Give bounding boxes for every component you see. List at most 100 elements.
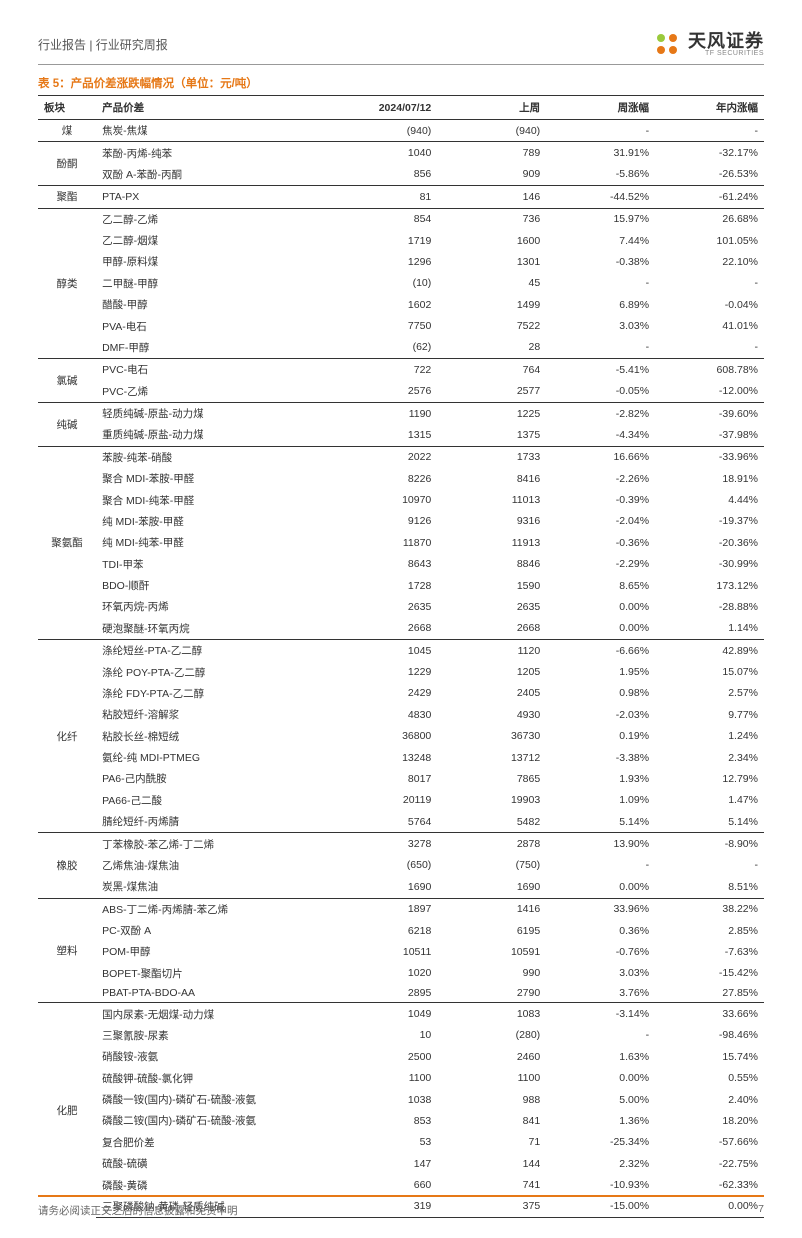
cell-value: (750) — [437, 855, 546, 876]
cell-value: 5.14% — [546, 811, 655, 833]
table-row: 化纤涤纶短丝-PTA-乙二醇10451120-6.66%42.89% — [38, 640, 764, 662]
cell-value: 2635 — [437, 596, 546, 617]
table-row: 橡胶丁苯橡胶-苯乙烯-丁二烯3278287813.90%-8.90% — [38, 833, 764, 855]
cell-value: 27.85% — [655, 984, 764, 1003]
table-row: 煤焦炭-焦煤(940)(940)-- — [38, 120, 764, 142]
cell-value: -2.26% — [546, 468, 655, 489]
table-row: 氯碱PVC-电石722764-5.41%608.78% — [38, 359, 764, 381]
cell-value: 7750 — [328, 315, 437, 336]
cell-value: 81 — [328, 186, 437, 208]
cell-product: DMF-甲醇 — [96, 337, 328, 359]
cell-value: 11013 — [437, 489, 546, 510]
cell-value: -28.88% — [655, 596, 764, 617]
table-row: 粘胶长丝-棉短绒36800367300.19%1.24% — [38, 726, 764, 747]
cell-value: - — [546, 337, 655, 359]
cell-value: 11913 — [437, 532, 546, 553]
cell-value: 18.91% — [655, 468, 764, 489]
footer-page-number: 7 — [758, 1203, 764, 1218]
cell-value: 28 — [437, 337, 546, 359]
table-row: 双酚 A-苯酚-丙酮856909-5.86%-26.53% — [38, 164, 764, 186]
cell-value: 2878 — [437, 833, 546, 855]
cell-value: 7.44% — [546, 230, 655, 251]
cell-value: 42.89% — [655, 640, 764, 662]
cell-value: 1045 — [328, 640, 437, 662]
cell-product: 丁苯橡胶-苯乙烯-丁二烯 — [96, 833, 328, 855]
cell-product: 炭黑-煤焦油 — [96, 876, 328, 898]
spread-table: 板块 产品价差 2024/07/12 上周 周涨幅 年内涨幅 煤焦炭-焦煤(94… — [38, 95, 764, 1218]
cell-value: 8.51% — [655, 876, 764, 898]
cell-value: (940) — [437, 120, 546, 142]
cell-value: 7522 — [437, 315, 546, 336]
cell-value: 33.96% — [546, 898, 655, 920]
cell-value: 2790 — [437, 984, 546, 1003]
cell-value: 5.14% — [655, 811, 764, 833]
table-row: 聚酯PTA-PX81146-44.52%-61.24% — [38, 186, 764, 208]
cell-value: 2405 — [437, 683, 546, 704]
cell-value: 19903 — [437, 790, 546, 811]
cell-value: 1690 — [437, 876, 546, 898]
table-row: 醋酸-甲醇160214996.89%-0.04% — [38, 294, 764, 315]
cell-value: 3.03% — [546, 315, 655, 336]
cell-product: PBAT-PTA-BDO-AA — [96, 984, 328, 1003]
cell-value: 10 — [328, 1025, 437, 1046]
cell-value: 2429 — [328, 683, 437, 704]
cell-value: 1728 — [328, 575, 437, 596]
cell-value: -98.46% — [655, 1025, 764, 1046]
cell-value: 33.66% — [655, 1003, 764, 1025]
cell-value: 1.47% — [655, 790, 764, 811]
cell-value: 22.10% — [655, 251, 764, 272]
table-row: 氨纶-纯 MDI-PTMEG1324813712-3.38%2.34% — [38, 747, 764, 768]
cell-value: - — [655, 120, 764, 142]
cell-product: 涤纶 POY-PTA-乙二醇 — [96, 661, 328, 682]
cell-value: 7865 — [437, 768, 546, 789]
table-title: 表 5：产品价差涨跌幅情况（单位：元/吨） — [38, 75, 764, 91]
table-row: PA66-己二酸20119199031.09%1.47% — [38, 790, 764, 811]
table-row: 腈纶短纤-丙烯腈576454825.14%5.14% — [38, 811, 764, 833]
cell-value: -2.04% — [546, 511, 655, 532]
cell-value: 2460 — [437, 1046, 546, 1067]
cell-value: - — [546, 1025, 655, 1046]
cell-value: 8226 — [328, 468, 437, 489]
cell-value: (10) — [328, 273, 437, 294]
cell-product: 硝酸铵-液氨 — [96, 1046, 328, 1067]
cell-value: 1190 — [328, 402, 437, 424]
cell-value: 1733 — [437, 446, 546, 468]
table-row: 磷酸二铵(国内)-磷矿石-硫酸-液氨8538411.36%18.20% — [38, 1110, 764, 1131]
table-row: 粘胶短纤-溶解浆48304930-2.03%9.77% — [38, 704, 764, 725]
cell-product: 磷酸一铵(国内)-磷矿石-硫酸-液氨 — [96, 1089, 328, 1110]
cell-value: 101.05% — [655, 230, 764, 251]
cell-value: -12.00% — [655, 381, 764, 403]
cell-value: 0.00% — [546, 618, 655, 640]
cell-value: 0.00% — [546, 596, 655, 617]
cell-value: - — [655, 855, 764, 876]
cell-value: 1416 — [437, 898, 546, 920]
cell-product: 粘胶短纤-溶解浆 — [96, 704, 328, 725]
table-row: 硬泡聚醚-环氧丙烷266826680.00%1.14% — [38, 618, 764, 640]
table-row: POM-甲醇1051110591-0.76%-7.63% — [38, 941, 764, 962]
cell-value: -25.34% — [546, 1132, 655, 1153]
cell-value: 1296 — [328, 251, 437, 272]
cell-value: 10970 — [328, 489, 437, 510]
table-row: 纯 MDI-纯苯-甲醛1187011913-0.36%-20.36% — [38, 532, 764, 553]
cell-product: 涤纶 FDY-PTA-乙二醇 — [96, 683, 328, 704]
cell-value: 36800 — [328, 726, 437, 747]
cell-value: 1.93% — [546, 768, 655, 789]
cell-product: BOPET-聚酯切片 — [96, 963, 328, 984]
cell-value: 3278 — [328, 833, 437, 855]
table-row: 醇类乙二醇-乙烯85473615.97%26.68% — [38, 208, 764, 230]
cell-value: 4.44% — [655, 489, 764, 510]
cell-value: -2.82% — [546, 402, 655, 424]
cell-value: -22.75% — [655, 1153, 764, 1174]
cell-value: 45 — [437, 273, 546, 294]
cell-value: 26.68% — [655, 208, 764, 230]
cell-product: 氨纶-纯 MDI-PTMEG — [96, 747, 328, 768]
cell-product: 乙二醇-乙烯 — [96, 208, 328, 230]
cell-value: 6.89% — [546, 294, 655, 315]
cell-value: 2.57% — [655, 683, 764, 704]
cell-value: 9.77% — [655, 704, 764, 725]
page-header: 行业报告 | 行业研究周报 天风证券 TF SECURITIES — [38, 30, 764, 65]
cell-value: -44.52% — [546, 186, 655, 208]
table-row: 硫酸钾-硫酸-氯化钾110011000.00%0.55% — [38, 1068, 764, 1089]
cell-value: 2500 — [328, 1046, 437, 1067]
cell-product: 纯 MDI-苯胺-甲醛 — [96, 511, 328, 532]
